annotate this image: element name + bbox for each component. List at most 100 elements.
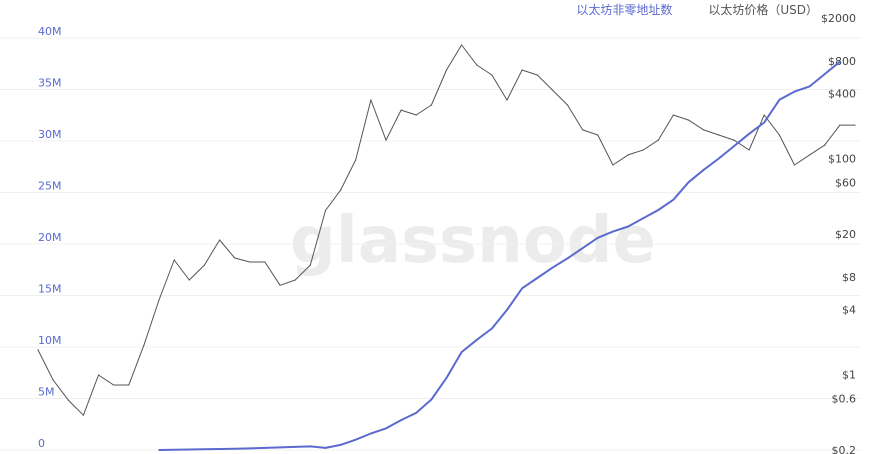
- legend: 以太坊非零地址数 以太坊价格（USD）: [576, 3, 818, 17]
- price-point: [52, 379, 54, 381]
- address-point: [415, 412, 418, 414]
- address-point: [718, 157, 720, 160]
- price-point: [461, 44, 463, 46]
- price-point: [612, 164, 614, 166]
- price-point: [809, 154, 811, 156]
- address-point: [823, 73, 826, 75]
- price-point: [370, 99, 372, 101]
- price-point: [839, 124, 841, 126]
- address-point: [218, 448, 221, 450]
- price-point: [793, 164, 796, 166]
- price-point: [566, 104, 569, 106]
- price-point: [627, 154, 629, 156]
- right-tick-label: $20: [835, 228, 856, 241]
- price-point: [582, 129, 584, 131]
- address-point: [385, 427, 387, 430]
- address-point: [581, 247, 584, 249]
- legend-addresses[interactable]: 以太坊非零地址数: [576, 3, 673, 17]
- price-point: [657, 139, 659, 141]
- address-point: [173, 448, 175, 451]
- price-point: [597, 134, 599, 136]
- price-point: [173, 259, 175, 261]
- right-tick-label: $8: [842, 271, 856, 284]
- price-point: [67, 399, 69, 401]
- left-tick-label: 40M: [38, 25, 62, 38]
- price-point: [279, 284, 281, 286]
- right-tick-label: $100: [828, 153, 856, 166]
- price-point: [324, 209, 327, 212]
- addresses-series-line: [158, 60, 841, 451]
- price-point: [113, 384, 115, 386]
- address-point: [657, 209, 660, 211]
- address-point: [158, 449, 160, 451]
- price-point: [234, 257, 236, 259]
- address-point: [808, 85, 811, 88]
- address-point: [233, 447, 236, 450]
- right-tick-label: $60: [835, 176, 856, 189]
- address-point: [370, 432, 372, 435]
- price-point: [430, 104, 432, 106]
- address-point: [642, 217, 644, 220]
- address-point: [566, 257, 569, 260]
- address-point: [188, 448, 191, 451]
- left-tick-label: 0: [38, 437, 45, 450]
- address-point: [672, 198, 675, 201]
- address-point: [249, 447, 251, 450]
- price-point: [703, 129, 705, 131]
- address-point: [460, 351, 463, 353]
- left-tick-label: 35M: [38, 77, 62, 90]
- left-tick-label: 30M: [38, 128, 62, 141]
- address-point: [445, 377, 448, 379]
- address-point: [763, 121, 766, 124]
- price-point: [642, 149, 644, 151]
- address-point: [748, 132, 750, 135]
- price-point: [385, 139, 387, 141]
- price-point: [339, 189, 342, 191]
- right-tick-label: $1: [842, 369, 856, 382]
- price-point: [415, 114, 417, 116]
- price-point: [763, 114, 765, 116]
- price-point: [355, 159, 357, 161]
- price-point: [536, 74, 538, 76]
- price-point: [824, 144, 826, 146]
- right-tick-label: $400: [828, 87, 856, 100]
- address-point: [687, 181, 690, 183]
- price-point: [37, 349, 39, 351]
- right-tick-label: $4: [842, 303, 856, 316]
- price-point: [294, 279, 296, 281]
- address-point: [475, 338, 478, 341]
- price-point: [551, 89, 554, 91]
- price-point: [143, 344, 145, 346]
- address-point: [627, 225, 629, 228]
- address-point: [324, 447, 327, 449]
- legend-price[interactable]: 以太坊价格（USD）: [708, 3, 818, 17]
- price-point: [158, 299, 160, 301]
- left-tick-label: 25M: [38, 180, 62, 193]
- price-point: [476, 64, 478, 66]
- price-point: [506, 99, 508, 101]
- address-point: [264, 447, 266, 449]
- price-point: [718, 134, 720, 136]
- address-point: [294, 446, 297, 448]
- address-point: [612, 230, 614, 233]
- price-point: [778, 134, 780, 136]
- right-tick-label: $0.2: [832, 444, 857, 454]
- address-point: [400, 419, 402, 421]
- address-point: [430, 398, 433, 401]
- address-point: [551, 266, 554, 269]
- price-point: [521, 69, 523, 71]
- price-point: [203, 264, 206, 266]
- address-point: [506, 309, 508, 311]
- price-point: [82, 414, 84, 416]
- address-point: [702, 169, 705, 171]
- address-point: [309, 445, 312, 448]
- price-point: [445, 69, 448, 71]
- address-point: [596, 237, 599, 239]
- price-point: [97, 374, 100, 376]
- left-tick-label: 15M: [38, 283, 62, 296]
- address-point: [733, 145, 735, 147]
- price-point: [672, 114, 675, 116]
- price-point: [264, 261, 266, 263]
- price-point: [309, 264, 311, 266]
